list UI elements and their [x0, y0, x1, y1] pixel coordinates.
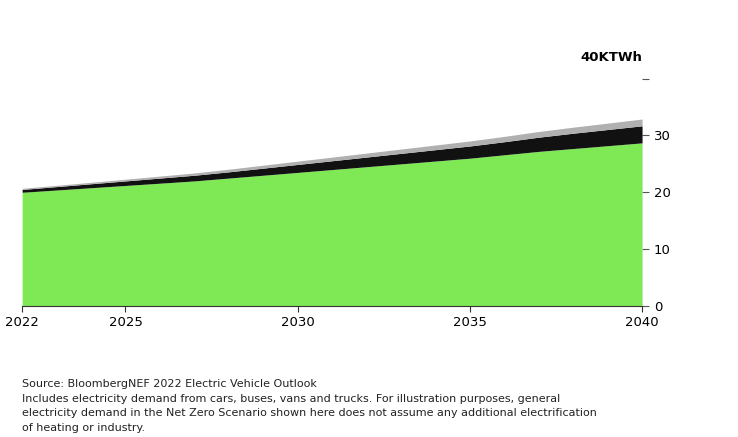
Text: 40KTWh: 40KTWh	[580, 51, 642, 64]
Text: Source: BloombergNEF 2022 Electric Vehicle Outlook
Includes electricity demand f: Source: BloombergNEF 2022 Electric Vehic…	[22, 379, 597, 433]
